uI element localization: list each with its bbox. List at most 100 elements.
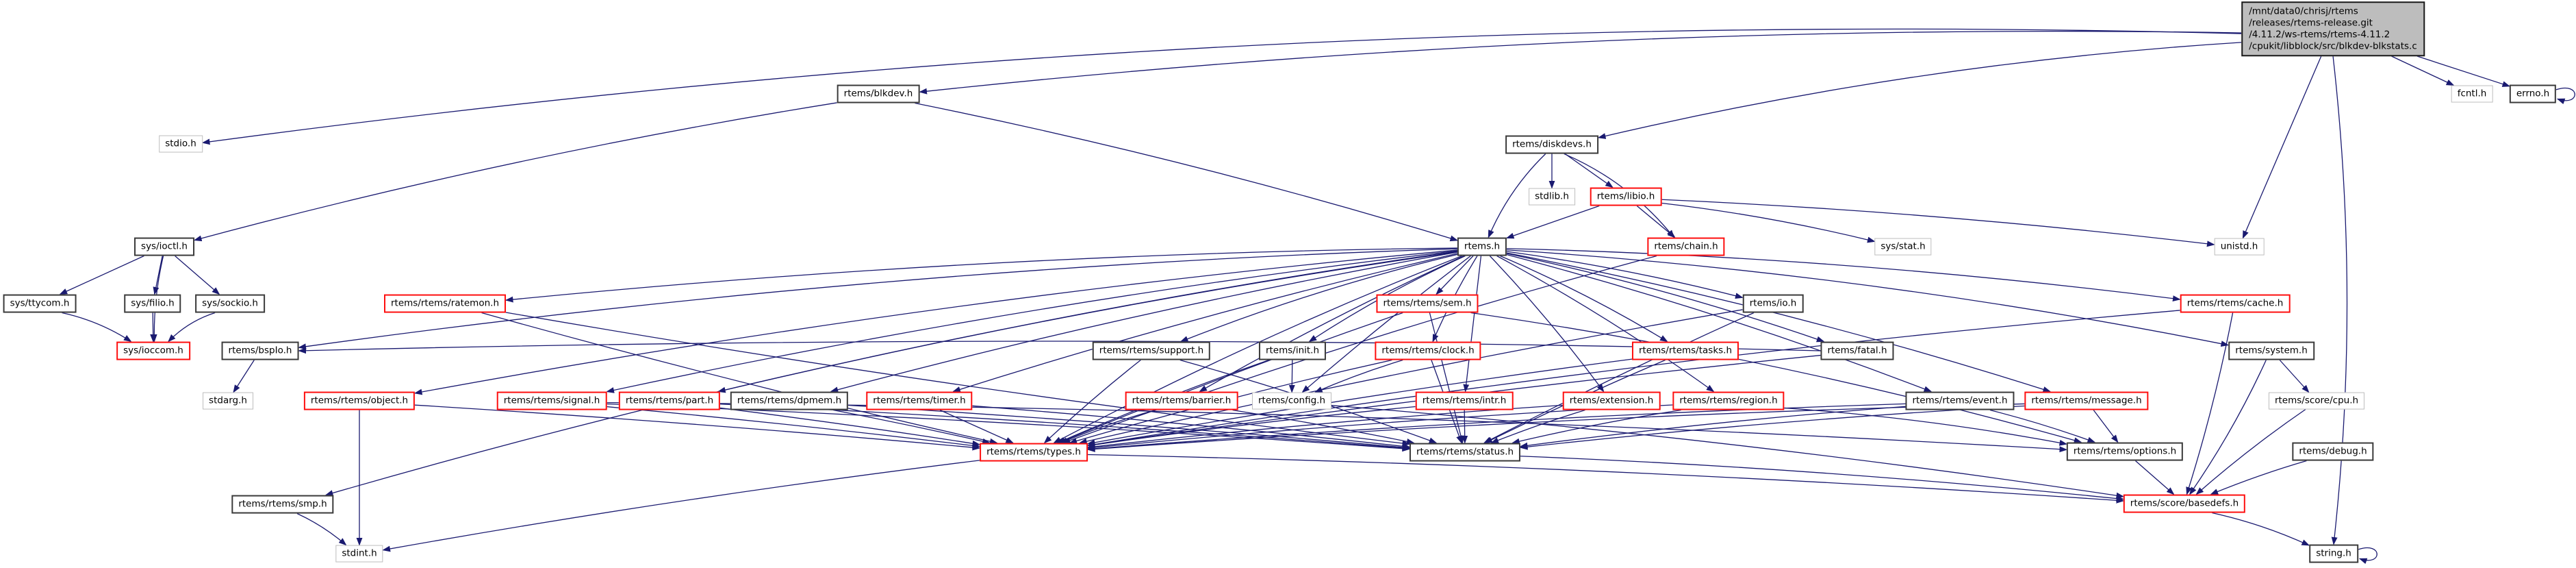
include-edge-status-basedefs bbox=[1520, 456, 2125, 502]
node-clock[interactable]: rtems/rtems/clock.h bbox=[1375, 341, 1481, 360]
include-edge-ioctl-ttycom bbox=[59, 255, 144, 295]
include-edge-main-fcntl bbox=[2391, 55, 2455, 86]
self-include-edge-string bbox=[2358, 547, 2377, 565]
node-init[interactable]: rtems/init.h bbox=[1258, 341, 1327, 360]
node-blkdev[interactable]: rtems/blkdev.h bbox=[837, 84, 920, 103]
include-edge-barrier-types bbox=[1059, 409, 1156, 444]
include-edge-cache-types bbox=[1086, 310, 2180, 447]
include-edge-extension-status bbox=[1490, 409, 1585, 444]
include-edge-blkdev-ioctl bbox=[193, 102, 837, 242]
node-event[interactable]: rtems/rtems/event.h bbox=[1905, 391, 2015, 410]
node-barrier[interactable]: rtems/rtems/barrier.h bbox=[1125, 391, 1238, 410]
node-cache[interactable]: rtems/rtems/cache.h bbox=[2180, 294, 2291, 313]
node-message[interactable]: rtems/rtems/message.h bbox=[2024, 391, 2149, 410]
include-edge-message-status bbox=[1519, 405, 2025, 450]
node-fatal[interactable]: rtems/fatal.h bbox=[1820, 341, 1894, 360]
node-bspio[interactable]: rtems/bspIo.h bbox=[221, 341, 299, 360]
include-edge-timer-status bbox=[972, 405, 1411, 449]
include-edge-ioctl-sockio bbox=[175, 256, 220, 295]
include-edge-ratemon-types bbox=[481, 312, 998, 445]
node-errno[interactable]: errno.h bbox=[2509, 84, 2557, 103]
include-edge-intr-types bbox=[1086, 406, 1416, 448]
include-edge-sem-status bbox=[1429, 312, 1464, 444]
include-edge-clock-config bbox=[1314, 359, 1403, 393]
include-edge-basedefs-string bbox=[2212, 512, 2310, 546]
node-ttycom[interactable]: sys/ttycom.h bbox=[3, 294, 77, 313]
node-rtems[interactable]: rtems.h bbox=[1457, 237, 1507, 256]
include-edge-diskdevs-libio bbox=[1564, 153, 1614, 188]
node-stdlib[interactable]: stdlib.h bbox=[1529, 188, 1575, 206]
node-stat[interactable]: sys/stat.h bbox=[1874, 238, 1932, 256]
include-edge-main-string bbox=[2331, 55, 2348, 545]
node-intr[interactable]: rtems/rtems/intr.h bbox=[1415, 391, 1514, 410]
node-debug[interactable]: rtems/debug.h bbox=[2292, 442, 2374, 461]
node-status[interactable]: rtems/rtems/status.h bbox=[1409, 443, 1521, 462]
include-edge-main-unistd bbox=[2242, 55, 2322, 239]
node-sockio[interactable]: sys/sockio.h bbox=[195, 294, 265, 313]
include-edge-libio-chain bbox=[1636, 205, 1676, 238]
node-chain[interactable]: rtems/chain.h bbox=[1647, 237, 1725, 256]
include-edge-timer-types bbox=[939, 409, 1015, 444]
include-edge-intr-status bbox=[1462, 410, 1468, 444]
include-edge-rtems-support bbox=[1179, 254, 1458, 343]
node-fcntl[interactable]: fcntl.h bbox=[2451, 85, 2493, 103]
include-edge-rtems-intr bbox=[1463, 256, 1482, 393]
node-region[interactable]: rtems/rtems/region.h bbox=[1672, 391, 1785, 410]
include-edge-main-blkdev bbox=[919, 30, 2242, 95]
include-edge-diskdevs-rtems bbox=[1488, 153, 1546, 238]
include-edge-libio-stat bbox=[1661, 202, 1876, 243]
node-options[interactable]: rtems/rtems/options.h bbox=[2066, 442, 2184, 461]
include-edge-rtems-cache bbox=[1506, 248, 2181, 302]
node-unistd[interactable]: unistd.h bbox=[2214, 238, 2265, 256]
node-object[interactable]: rtems/rtems/object.h bbox=[303, 391, 416, 410]
include-edge-region-options bbox=[1784, 407, 2068, 446]
include-edge-rtems-system bbox=[1506, 249, 2230, 347]
include-edge-barrier-status bbox=[1232, 409, 1415, 445]
node-io[interactable]: rtems/io.h bbox=[1742, 294, 1804, 313]
node-stdarg[interactable]: stdarg.h bbox=[203, 392, 253, 410]
node-timer[interactable]: rtems/rtems/timer.h bbox=[866, 391, 973, 410]
include-edge-rtems-tasks bbox=[1500, 255, 1668, 343]
node-types[interactable]: rtems/rtems/types.h bbox=[980, 443, 1088, 462]
include-edge-libio-unistd bbox=[1661, 199, 2215, 247]
node-tasks[interactable]: rtems/rtems/tasks.h bbox=[1631, 341, 1739, 360]
include-edge-io-types bbox=[1079, 309, 1743, 445]
include-edge-rtems-sem bbox=[1436, 256, 1474, 295]
node-filio[interactable]: sys/filio.h bbox=[124, 294, 181, 313]
include-edge-debug-basedefs bbox=[2210, 460, 2307, 495]
include-edge-rtems-object bbox=[413, 249, 1458, 395]
node-smp[interactable]: rtems/rtems/smp.h bbox=[231, 495, 334, 514]
node-ioctl[interactable]: sys/ioctl.h bbox=[134, 237, 194, 256]
include-edge-cpu-basedefs bbox=[2195, 408, 2306, 495]
include-edge-event-types bbox=[1086, 403, 1906, 452]
source-file-node[interactable]: /mnt/data0/chrisj/rtems /releases/rtems-… bbox=[2241, 1, 2425, 56]
node-cpu[interactable]: rtems/score/cpu.h bbox=[2268, 392, 2365, 410]
node-dpmem[interactable]: rtems/rtems/dpmem.h bbox=[730, 391, 849, 410]
node-support[interactable]: rtems/rtems/support.h bbox=[1092, 341, 1211, 360]
node-string[interactable]: string.h bbox=[2309, 544, 2358, 563]
node-libio[interactable]: rtems/libio.h bbox=[1590, 187, 1662, 206]
include-edge-event-status bbox=[1519, 406, 1906, 449]
node-ratemon[interactable]: rtems/rtems/ratemon.h bbox=[384, 294, 506, 313]
node-extension[interactable]: rtems/extension.h bbox=[1562, 391, 1661, 410]
node-ioccom[interactable]: sys/ioccom.h bbox=[116, 341, 190, 360]
include-edge-libio-rtems bbox=[1505, 205, 1600, 239]
include-edge-part-types bbox=[719, 407, 981, 447]
include-edge-ioctl-filio bbox=[153, 256, 163, 295]
node-config[interactable]: rtems/config.h bbox=[1251, 392, 1332, 410]
include-edge-rtems-types bbox=[1053, 255, 1462, 444]
include-edge-smp-stdint bbox=[296, 513, 347, 546]
node-sem[interactable]: rtems/rtems/sem.h bbox=[1376, 294, 1479, 313]
node-stdio[interactable]: stdio.h bbox=[159, 135, 203, 153]
node-stdint[interactable]: stdint.h bbox=[335, 545, 383, 563]
include-edge-blkdev-rtems bbox=[915, 102, 1459, 242]
include-edge-ratemon-status bbox=[505, 312, 1411, 447]
include-edge-io-status bbox=[1483, 312, 1755, 444]
node-part[interactable]: rtems/rtems/part.h bbox=[618, 391, 721, 410]
node-system[interactable]: rtems/system.h bbox=[2228, 341, 2314, 360]
node-signal[interactable]: rtems/rtems/signal.h bbox=[496, 391, 607, 410]
node-diskdevs[interactable]: rtems/diskdevs.h bbox=[1505, 135, 1598, 154]
node-basedefs[interactable]: rtems/score/basedefs.h bbox=[2123, 494, 2246, 513]
include-edge-main-stdio bbox=[201, 28, 2242, 145]
